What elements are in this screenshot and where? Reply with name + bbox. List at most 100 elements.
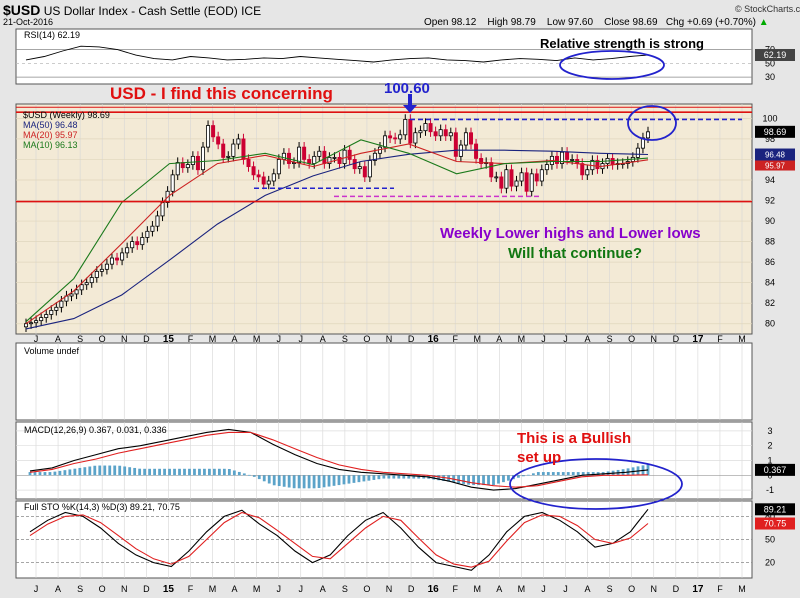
candle-body (271, 173, 276, 182)
brand-watermark: © StockCharts.com (735, 4, 800, 14)
macd-histogram-bar (113, 465, 117, 476)
x-tick-label: O (99, 584, 106, 594)
candle-body (115, 257, 120, 261)
macd-histogram-bar (412, 475, 416, 479)
macd-histogram-bar (68, 469, 72, 476)
macd-histogram-bar (33, 472, 37, 476)
sto-tick-label: 80 (765, 511, 775, 521)
candle-body (509, 169, 514, 187)
x-tick-label: J (34, 334, 39, 344)
candle-body (89, 277, 94, 284)
candle-body (276, 159, 281, 175)
macd-histogram-bar (282, 475, 286, 487)
candle-body (94, 270, 99, 278)
macd-histogram-bar (133, 467, 137, 476)
macd-histogram-bar (163, 468, 166, 476)
x-tick-label: J (299, 584, 304, 594)
macd-histogram-bar (188, 468, 191, 476)
macd-histogram-bar (302, 475, 306, 489)
candle-body (246, 159, 251, 168)
candle-body (221, 143, 226, 158)
candle-body (327, 156, 332, 164)
x-tick-label: F (717, 584, 723, 594)
x-tick-label: J (276, 334, 281, 344)
macd-histogram-bar (397, 475, 401, 479)
macd-histogram-bar (576, 472, 580, 476)
candle-body (529, 173, 534, 192)
x-tick-label: O (628, 584, 635, 594)
x-tick-label: M (253, 584, 261, 594)
macd-histogram-bar (492, 475, 495, 486)
close-value: Close 98.69 (604, 17, 658, 28)
x-tick-label: F (188, 584, 194, 594)
ma20-value-box (755, 160, 795, 171)
y-tick-label: 98 (765, 134, 775, 144)
candle-body (403, 119, 408, 136)
sto-d-value-label: 70.75 (764, 519, 787, 529)
sto-label: Full STO %K(14,3) %D(3) 89.21, 70.75 (24, 502, 180, 512)
macd-histogram-bar (646, 464, 650, 476)
macd-histogram-bar (556, 472, 560, 476)
x-tick-label: J (541, 334, 546, 344)
candle-body (135, 241, 140, 246)
rsi-tick-label: 50 (765, 58, 775, 68)
chart-date: 21-Oct-2016 (3, 17, 54, 27)
ma50-value-box (755, 148, 795, 161)
macd-histogram-bar (367, 475, 371, 481)
candle-body (408, 119, 413, 144)
macd-histogram-bar (591, 472, 595, 476)
macd-highlight-ellipse (509, 458, 683, 510)
x-tick-label: D (143, 584, 150, 594)
macd-histogram-bar (497, 475, 500, 484)
x-tick-label: M (474, 334, 482, 344)
macd-histogram-bar (128, 467, 132, 476)
macd-histogram-bar (38, 472, 42, 476)
chart-title: $USD US Dollar Index - Cash Settle (EOD)… (3, 2, 261, 18)
macd-histogram-bar (272, 475, 276, 486)
candle-body (332, 156, 337, 159)
y-tick-label: 94 (765, 175, 775, 185)
last-price-box (755, 125, 795, 138)
x-tick-label: 16 (428, 334, 440, 345)
candle-body (428, 123, 433, 133)
candles (23, 114, 651, 332)
macd-histogram-bar (247, 474, 251, 476)
ma20-legend: MA(20) 95.97 (23, 130, 78, 140)
x-tick-label: N (651, 334, 658, 344)
macd-histogram-bar (307, 475, 311, 489)
macd-histogram-bar (417, 475, 421, 479)
macd-histogram-bar (362, 475, 366, 482)
macd-histogram-bar (108, 465, 112, 476)
sto-tick-label: 50 (765, 535, 775, 545)
macd-histogram-bar (78, 467, 82, 476)
lower-highs-annotation: Weekly Lower highs and Lower lows (440, 225, 701, 242)
macd-histogram-bar (63, 470, 67, 476)
x-tick-label: D (408, 334, 415, 344)
macd-histogram-bar (337, 475, 341, 486)
candle-body (544, 164, 549, 171)
candle-body (69, 293, 74, 297)
macd-histogram-bar (442, 475, 446, 481)
candle-body (185, 164, 190, 169)
candle-body (433, 131, 438, 137)
x-tick-label: A (496, 334, 502, 344)
macd-histogram-bar (546, 472, 550, 476)
candle-body (170, 174, 175, 192)
x-tick-label: S (607, 584, 613, 594)
macd-label: MACD(12,26,9) 0.367, 0.031, 0.336 (24, 425, 167, 435)
x-tick-label: J (34, 584, 39, 594)
macd-histogram-bar (586, 472, 590, 476)
candle-body (448, 132, 453, 137)
x-tick-label: 15 (163, 334, 175, 345)
x-tick-label: M (518, 334, 526, 344)
candle-body (302, 146, 307, 160)
macd-histogram-bar (158, 468, 161, 476)
candle-body (519, 172, 524, 182)
sto-k-value-box (755, 503, 795, 516)
x-tick-label: J (276, 584, 281, 594)
macd-histogram-bar (502, 475, 505, 483)
peak-label: 100.60 (384, 80, 430, 97)
macd-histogram-bar (168, 468, 171, 476)
candle-body (160, 202, 165, 217)
x-tick-label: N (386, 584, 393, 594)
